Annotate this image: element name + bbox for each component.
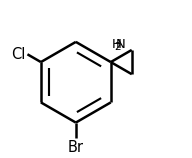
Text: N: N bbox=[116, 38, 126, 51]
Text: Cl: Cl bbox=[12, 47, 26, 62]
Text: H: H bbox=[112, 38, 121, 51]
Text: Br: Br bbox=[68, 140, 84, 155]
Text: 2: 2 bbox=[114, 43, 121, 52]
